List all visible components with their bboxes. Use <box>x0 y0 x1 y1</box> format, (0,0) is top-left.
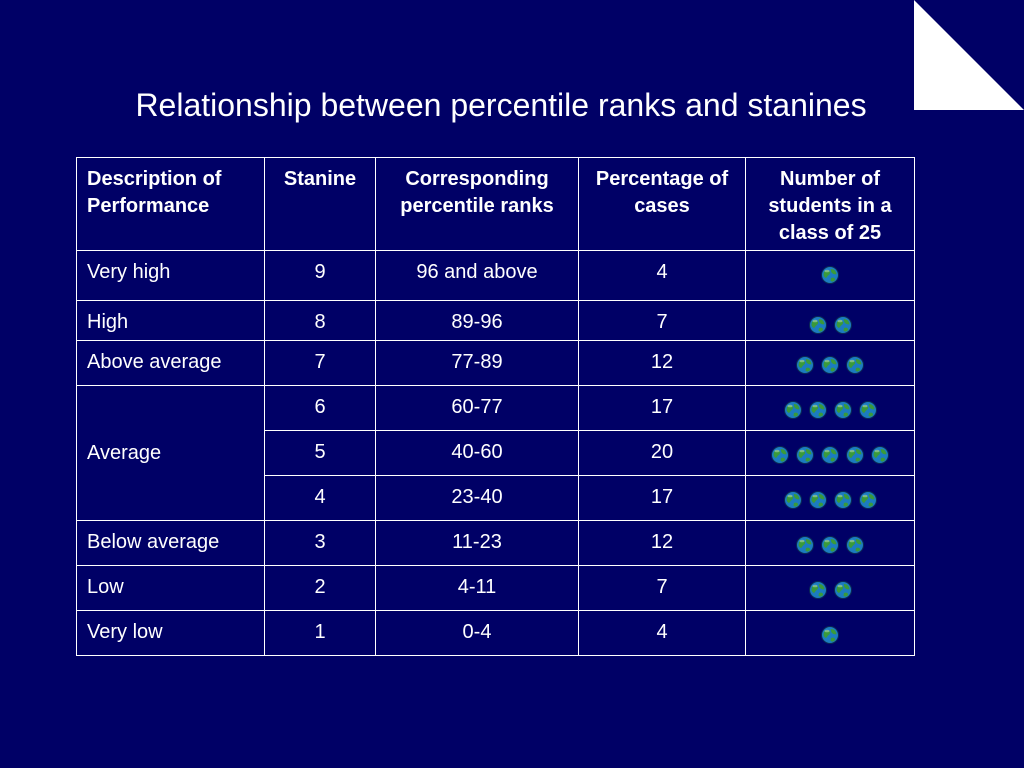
students-cell <box>745 475 915 521</box>
globe-icon <box>833 581 852 599</box>
table-row: 4 23-40 17 <box>77 475 915 521</box>
globe-icon <box>783 491 802 509</box>
header-percentage-of-cases: Percentage of cases <box>578 157 746 251</box>
header-description: Description of Performance <box>76 157 265 251</box>
header-row: Description of Performance Stanine Corre… <box>76 157 915 251</box>
slide-title: Relationship between percentile ranks an… <box>135 87 867 123</box>
stanine-cell: 1 <box>264 610 376 656</box>
globe-icon <box>783 401 802 419</box>
globe-icon <box>771 446 789 464</box>
description-cell: High <box>76 300 265 341</box>
globe-icon <box>821 266 839 284</box>
student-icons <box>756 619 904 645</box>
percentile-cell: 96 and above <box>375 250 579 301</box>
stanine-cell: 3 <box>264 520 376 566</box>
stanine-cell: 2 <box>264 565 376 611</box>
students-cell <box>745 340 915 386</box>
header-stanine: Stanine <box>264 157 376 251</box>
stanine-table: Description of Performance Stanine Corre… <box>76 157 915 656</box>
globe-icon <box>808 581 827 599</box>
table-row: Low 2 4-11 7 <box>76 565 915 611</box>
globe-icon <box>821 536 839 554</box>
table-row: Very high 9 96 and above 4 <box>76 250 915 301</box>
student-icons <box>756 309 904 335</box>
globe-icon <box>808 316 827 334</box>
percentile-cell: 11-23 <box>375 520 579 566</box>
percentage-cell: 4 <box>578 610 746 656</box>
description-cell: Very low <box>76 610 265 656</box>
students-cell <box>745 610 915 656</box>
percentile-cell: 60-77 <box>375 385 579 431</box>
globe-icon <box>858 491 877 509</box>
description-cell: Average <box>76 385 265 521</box>
description-cell: Below average <box>76 520 265 566</box>
percentile-cell: 77-89 <box>375 340 579 386</box>
student-icons <box>756 574 904 600</box>
percentile-cell: 0-4 <box>375 610 579 656</box>
stanine-cell: 4 <box>264 475 376 521</box>
percentage-cell: 7 <box>578 300 746 341</box>
globe-icon <box>846 536 864 554</box>
students-cell <box>745 300 915 341</box>
globe-icon <box>858 401 877 419</box>
percentage-cell: 17 <box>578 385 746 431</box>
globe-icon <box>821 356 839 374</box>
percentile-cell: 4-11 <box>375 565 579 611</box>
percentage-cell: 12 <box>578 520 746 566</box>
table-row: Above average 7 77-89 12 <box>76 340 915 386</box>
description-cell: Very high <box>76 250 265 301</box>
globe-icon <box>833 491 852 509</box>
header-percentile-ranks: Corresponding percentile ranks <box>375 157 579 251</box>
student-icons <box>756 439 904 465</box>
globe-icon <box>796 356 814 374</box>
globe-icon <box>821 626 839 644</box>
percentage-cell: 17 <box>578 475 746 521</box>
percentage-cell: 20 <box>578 430 746 476</box>
percentage-cell: 7 <box>578 565 746 611</box>
globe-icon <box>846 356 864 374</box>
table-row: Average 6 60-77 17 <box>76 385 915 521</box>
page-corner-fold <box>914 0 1024 110</box>
globe-icon <box>833 316 852 334</box>
globe-icon <box>808 491 827 509</box>
student-icons <box>756 529 904 555</box>
student-icons <box>756 394 904 420</box>
globe-icon <box>871 446 889 464</box>
globe-icon <box>833 401 852 419</box>
globe-icon <box>796 446 814 464</box>
description-cell: Low <box>76 565 265 611</box>
stanine-cell: 6 <box>264 385 376 431</box>
student-icons <box>756 349 904 375</box>
globe-icon <box>821 446 839 464</box>
stanine-cell: 7 <box>264 340 376 386</box>
description-cell: Above average <box>76 340 265 386</box>
student-icons <box>756 484 904 510</box>
stanine-cell: 9 <box>264 250 376 301</box>
header-number-of-students: Number of students in a class of 25 <box>745 157 915 251</box>
percentile-cell: 89-96 <box>375 300 579 341</box>
stanine-cell: 5 <box>264 430 376 476</box>
students-cell <box>745 430 915 476</box>
percentile-cell: 40-60 <box>375 430 579 476</box>
students-cell <box>745 385 915 431</box>
students-cell <box>745 250 915 301</box>
table-row: 5 40-60 20 <box>77 430 915 476</box>
globe-icon <box>796 536 814 554</box>
table-row: High 8 89-96 7 <box>76 300 915 341</box>
globe-icon <box>846 446 864 464</box>
percentage-cell: 12 <box>578 340 746 386</box>
globe-icon <box>808 401 827 419</box>
students-cell <box>745 565 915 611</box>
percentile-cell: 23-40 <box>375 475 579 521</box>
stanine-cell: 8 <box>264 300 376 341</box>
students-cell <box>745 520 915 566</box>
student-icons <box>756 259 904 285</box>
table-row: Below average 3 11-23 12 <box>76 520 915 566</box>
percentage-cell: 4 <box>578 250 746 301</box>
table-row: Very low 1 0-4 4 <box>76 610 915 656</box>
